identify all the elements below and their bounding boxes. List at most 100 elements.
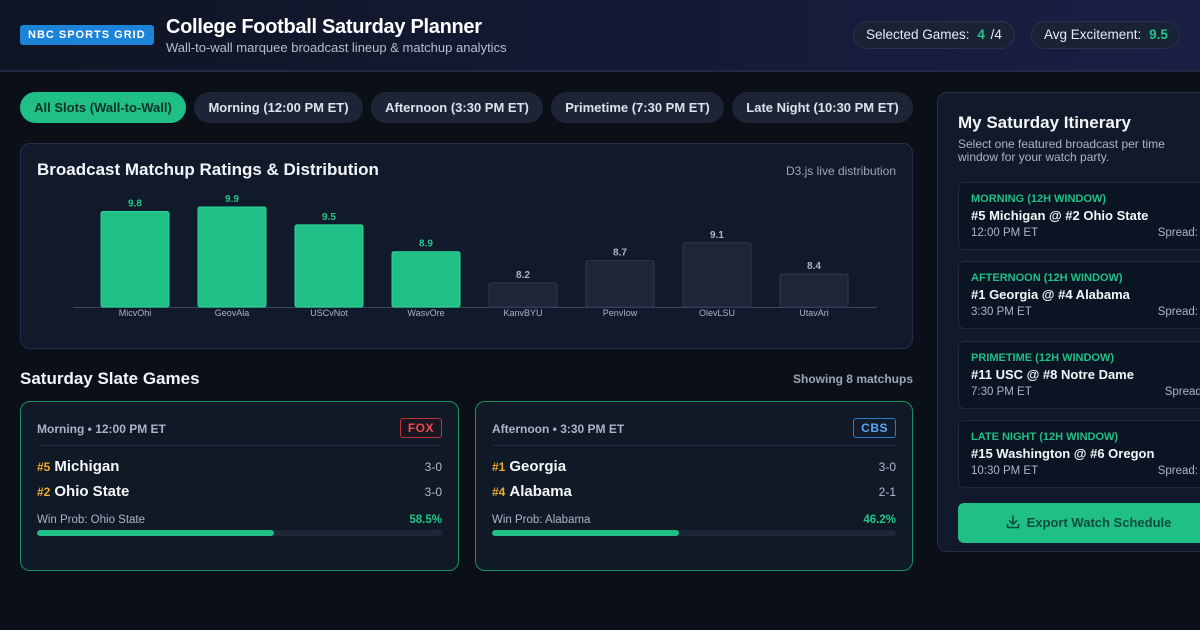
download-icon — [1006, 515, 1019, 529]
itinerary-slot-morning[interactable]: MORNING (12H WINDOW) #5 Michigan @ #2 Oh… — [958, 182, 1200, 250]
itinerary-slot-afternoon[interactable]: AFTERNOON (12H WINDOW) #1 Georgia @ #4 A… — [958, 261, 1200, 329]
game-card-michigan-ohio-state[interactable]: Morning • 12:00 PM ET FOX #5 Michigan 3-0… — [20, 401, 459, 571]
slot-spread: Spread: - — [1157, 465, 1200, 477]
selected-games-total: /4 — [990, 27, 1002, 42]
team-row-home: #4 Alabama 2-1 — [492, 483, 896, 503]
slot-matchup: #5 Michigan @ #2 Ohio State — [971, 208, 1149, 223]
team-row-home: #2 Ohio State 3-0 — [37, 483, 442, 503]
win-prob-fill — [492, 530, 679, 536]
selected-games-value: 4 — [977, 27, 985, 42]
divider — [492, 445, 896, 446]
chart-category-label: KanvBYU — [503, 308, 542, 318]
team-rank: #2 — [37, 485, 51, 499]
team-row-away: #1 Georgia 3-0 — [492, 458, 896, 478]
team-record: 3-0 — [424, 485, 442, 499]
network-badge-fox: FOX — [399, 418, 442, 438]
team-name: Ohio State — [54, 483, 130, 500]
chart-bar[interactable] — [682, 242, 752, 308]
chart-value-label: 8.2 — [516, 270, 530, 281]
team-name: Georgia — [509, 458, 567, 475]
team-name: Michigan — [54, 458, 120, 475]
brand-logo: NBC SPORTS GRID — [20, 25, 154, 45]
slot-time: 10:30 PM ET — [971, 465, 1039, 477]
games-count: Showing 8 matchups — [792, 372, 913, 386]
chart-note: D3.js live distribution — [785, 164, 896, 178]
avg-excitement-value: 9.5 — [1149, 27, 1168, 42]
itinerary-slot-late-night[interactable]: LATE NIGHT (12H WINDOW) #15 Washington @… — [958, 420, 1200, 488]
page-title: College Football Saturday Planner — [166, 16, 482, 38]
win-prob-fill — [37, 530, 274, 536]
team-row-away: #5 Michigan 3-0 — [37, 458, 442, 478]
chart-category-label: PenvIow — [603, 308, 638, 318]
tab-primetime[interactable]: Primetime (7:30 PM ET) — [551, 92, 724, 123]
game-slot-label: Afternoon • 3:30 PM ET — [492, 422, 625, 436]
slot-spread: Spread: - — [1157, 306, 1200, 318]
itinerary-title: My Saturday Itinerary — [958, 113, 1131, 132]
team-rank: #1 — [492, 460, 506, 474]
chart-value-label: 8.7 — [613, 248, 627, 259]
selected-games-pill: Selected Games: 4 /4 — [853, 21, 1015, 49]
slot-matchup: #1 Georgia @ #4 Alabama — [971, 287, 1130, 302]
slot-window: AFTERNOON (12H WINDOW) — [971, 272, 1123, 284]
games-section-title: Saturday Slate Games — [20, 369, 200, 388]
chart-value-label: 9.8 — [128, 198, 142, 209]
team-record: 3-0 — [424, 460, 442, 474]
chart-value-label: 8.4 — [807, 261, 821, 272]
win-prob-value: 46.2% — [863, 514, 896, 526]
itinerary-description: Select one featured broadcast per time w… — [958, 137, 1165, 164]
network-badge-cbs: CBS — [853, 418, 896, 438]
team-record: 2-1 — [878, 485, 896, 499]
game-card-georgia-alabama[interactable]: Afternoon • 3:30 PM ET CBS #1 Georgia 3-0… — [475, 401, 913, 571]
chart-value-label: 9.5 — [322, 212, 336, 223]
app-header: NBC SPORTS GRID College Football Saturda… — [0, 0, 1200, 72]
team-name: Alabama — [509, 483, 572, 500]
export-schedule-button[interactable]: Export Watch Schedule — [958, 503, 1200, 543]
chart-category-label: USCvNot — [310, 308, 348, 318]
chart-bar[interactable] — [100, 210, 170, 308]
chart-category-label: WasvOre — [407, 308, 444, 318]
chart-bar[interactable] — [488, 282, 558, 308]
slot-spread: Spread: - — [1157, 227, 1200, 239]
slot-time: 12:00 PM ET — [971, 227, 1039, 239]
slot-time: 7:30 PM ET — [971, 386, 1032, 398]
win-prob-bar — [37, 530, 442, 536]
game-slot-label: Morning • 12:00 PM ET — [37, 422, 166, 436]
tab-morning[interactable]: Morning (12:00 PM ET) — [194, 92, 363, 123]
divider — [37, 445, 442, 446]
chart-bar[interactable] — [779, 273, 849, 308]
slot-time: 3:30 PM ET — [971, 306, 1032, 318]
win-prob-bar — [492, 530, 896, 536]
chart-value-label: 9.9 — [225, 194, 239, 205]
chart-bar[interactable] — [391, 251, 461, 308]
ratings-bar-chart: 9.8 MicvOhi 9.9 GeovAla 9.5 USCvNot 8.9 WasvOre… — [73, 194, 877, 318]
avg-excitement-pill: Avg Excitement: 9.5 — [1031, 21, 1180, 49]
itinerary-slot-primetime[interactable]: PRIMETIME (12H WINDOW) #11 USC @ #8 Notr… — [958, 341, 1200, 409]
win-prob-value: 58.5% — [409, 514, 442, 526]
chart-category-label: UtavAri — [799, 308, 829, 318]
chart-category-label: MicvOhi — [119, 308, 152, 318]
slot-spread: Spread: — [1164, 386, 1200, 398]
team-record: 3-0 — [878, 460, 896, 474]
chart-bar[interactable] — [197, 206, 267, 308]
win-prob-label: Win Prob: Alabama — [492, 514, 591, 526]
win-prob-label: Win Prob: Ohio State — [37, 514, 146, 526]
slot-matchup: #15 Washington @ #6 Oregon — [971, 446, 1155, 461]
itinerary-panel: My Saturday Itinerary Select one feature… — [937, 92, 1200, 552]
team-rank: #4 — [492, 485, 506, 499]
chart-category-label: OlevLSU — [699, 308, 735, 318]
avg-excitement-label: Avg Excitement: — [1044, 27, 1142, 42]
chart-title: Broadcast Matchup Ratings & Distribution — [37, 160, 379, 179]
ratings-chart-card: Broadcast Matchup Ratings & Distribution… — [20, 143, 913, 349]
chart-bar[interactable] — [585, 260, 655, 308]
chart-category-label: GeovAla — [215, 308, 250, 318]
tab-all-slots[interactable]: All Slots (Wall-to-Wall) — [20, 92, 186, 123]
selected-games-label: Selected Games: — [866, 27, 970, 42]
tab-late-night[interactable]: Late Night (10:30 PM ET) — [732, 92, 913, 123]
slot-window: LATE NIGHT (12H WINDOW) — [971, 431, 1119, 443]
export-button-label: Export Watch Schedule — [1026, 515, 1172, 530]
tab-afternoon[interactable]: Afternoon (3:30 PM ET) — [371, 92, 543, 123]
slot-window: PRIMETIME (12H WINDOW) — [971, 352, 1114, 364]
page-subtitle: Wall-to-wall marquee broadcast lineup & … — [166, 40, 507, 55]
chart-bar[interactable] — [294, 224, 364, 308]
slot-window: MORNING (12H WINDOW) — [971, 193, 1107, 205]
